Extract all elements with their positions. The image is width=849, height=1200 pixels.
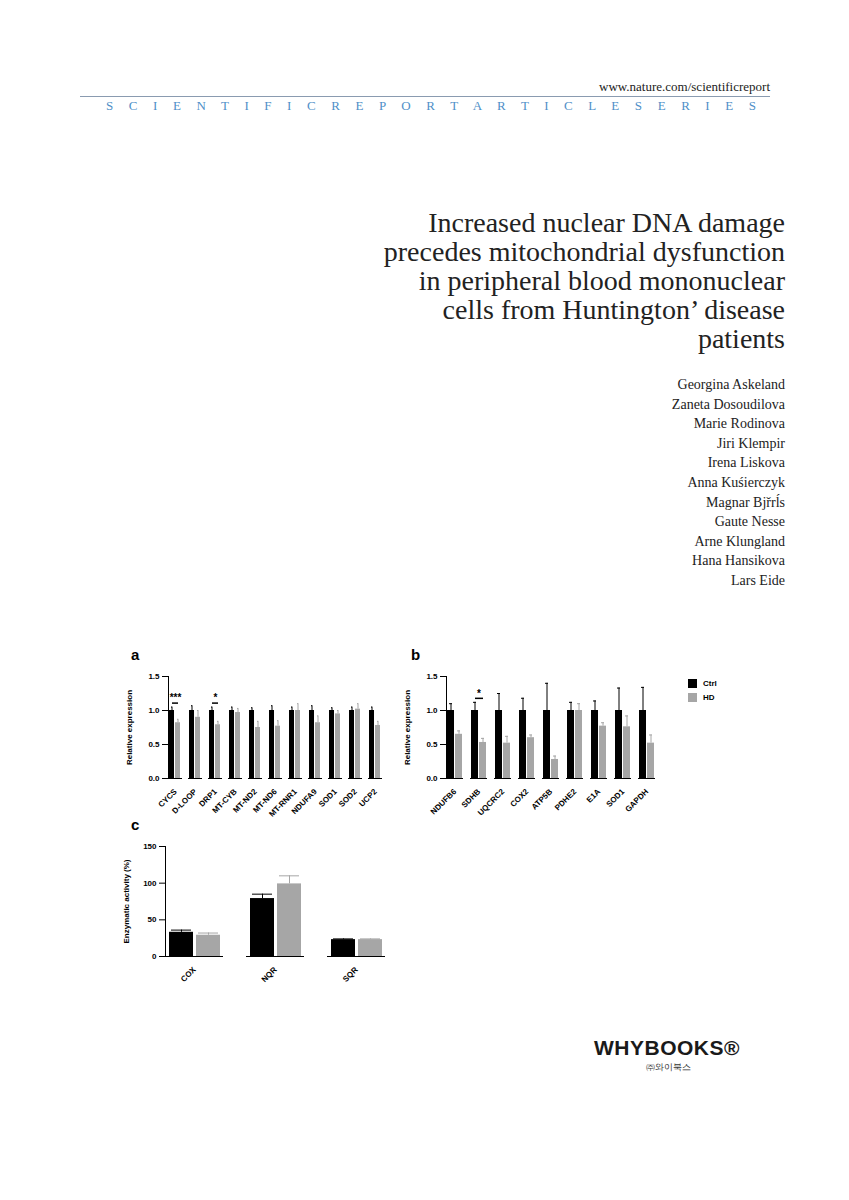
svg-text:1.0: 1.0 [148,706,160,715]
html-text:Magnar Bjřrĺs: Magnar Bjřrĺs [706,494,785,510]
svg-text:CYCS: CYCS [156,787,179,810]
svg-text:E1A: E1A [585,787,603,805]
html-text:S C I E N T I F I C R E P O R: S C I E N T I F I C R E P O R T A R T I … [106,98,756,113]
svg-text:COX: COX [179,965,198,984]
svg-text:UCP2: UCP2 [357,787,379,809]
html-text:㈜와이북스: ㈜와이북스 [646,1062,691,1072]
html-text:patients: patients [697,323,785,354]
html-text:cells from Huntington’ disease: cells from Huntington’ disease [442,294,785,325]
svg-text:1.5: 1.5 [426,672,438,681]
svg-text:Relative expression: Relative expression [125,690,134,765]
html-text:a: a [131,646,140,663]
html-text:Gaute Nesse: Gaute Nesse [714,514,785,530]
svg-text:Enzymatic activity (%): Enzymatic activity (%) [122,859,131,943]
svg-text:0.0: 0.0 [426,774,438,783]
svg-text:ATP5B: ATP5B [530,787,555,812]
html-text:HD: HD [703,692,715,702]
svg-text:50: 50 [148,915,157,924]
html-text:b: b [411,646,421,663]
html-text:Jiri Klempir: Jiri Klempir [717,435,785,451]
html-text:precedes mitochondrial dysfunc: precedes mitochondrial dysfunction [383,236,785,267]
svg-text:150: 150 [143,842,157,851]
html-text:Zaneta Dosoudilova: Zaneta Dosoudilova [671,396,785,412]
html-text:Marie Rodinova: Marie Rodinova [693,416,785,432]
svg-text:PDHE2: PDHE2 [553,787,579,813]
svg-text:MT-ND6: MT-ND6 [251,787,279,815]
svg-text:COX2: COX2 [508,787,530,809]
svg-text:*: * [477,688,481,699]
svg-text:NDUFA9: NDUFA9 [290,787,319,816]
html-text:WHYBOOKS®: WHYBOOKS® [594,1036,740,1059]
svg-text:MT-RNR1: MT-RNR1 [267,787,299,819]
svg-text:0.0: 0.0 [148,774,160,783]
html-text:Georgina Askeland: Georgina Askeland [677,377,785,392]
html-text:Anna Kuśierczyk: Anna Kuśierczyk [687,475,785,490]
svg-text:D-LOOP: D-LOOP [170,787,199,816]
svg-text:DRP1: DRP1 [197,787,219,809]
html-text:Increased nuclear DNA damage: Increased nuclear DNA damage [428,207,785,238]
html-text:Lars Eide: Lars Eide [731,572,785,588]
html-text:Ctrl: Ctrl [703,678,717,688]
svg-text:NDUFB6: NDUFB6 [429,787,459,817]
svg-text:SDHB: SDHB [460,787,483,810]
svg-text:1.0: 1.0 [426,706,438,715]
svg-text:1.5: 1.5 [148,672,160,681]
html-text:www.nature.com/scientificrepor: www.nature.com/scientificreport [599,79,770,94]
svg-text:0: 0 [152,952,157,961]
svg-text:Relative expression: Relative expression [403,690,412,765]
svg-text:0.5: 0.5 [148,740,160,749]
svg-text:GAPDH: GAPDH [623,787,650,814]
html-text:Irena Liskova: Irena Liskova [707,455,785,471]
svg-text:MT-CYB: MT-CYB [210,787,239,816]
svg-text:SOD1: SOD1 [604,787,626,809]
html-text:c: c [131,816,140,833]
svg-text:SOD1: SOD1 [317,787,339,809]
svg-text:NQR: NQR [260,965,279,984]
html-text:Arne Klungland: Arne Klungland [694,533,785,549]
html-text:in peripheral blood mononuclea: in peripheral blood mononuclear [418,265,785,296]
html-text:Hana Hansikova: Hana Hansikova [692,553,785,569]
svg-text:100: 100 [143,879,157,888]
svg-text:*: * [214,692,218,703]
svg-text:MT-ND2: MT-ND2 [231,787,259,815]
svg-text:0.5: 0.5 [426,740,438,749]
svg-text:SQR: SQR [341,965,360,984]
svg-text:UQCRC2: UQCRC2 [476,787,507,818]
svg-text:SOD2: SOD2 [337,787,359,809]
svg-text:***: *** [170,692,182,703]
